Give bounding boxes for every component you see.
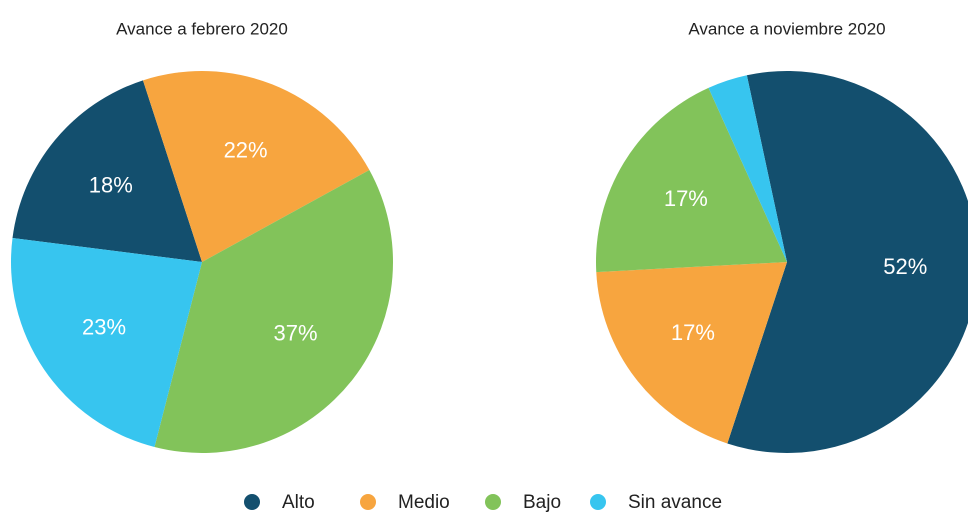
slice-label: 52% — [883, 254, 927, 279]
slice-label: 17% — [671, 320, 715, 345]
slice-label: 23% — [82, 314, 126, 339]
pie-slice — [142, 70, 370, 262]
pie-slice — [727, 71, 968, 453]
slice-label: 22% — [224, 138, 268, 163]
legend-label: Sin avance — [628, 492, 722, 513]
pie-slice — [596, 87, 787, 273]
legend-marker — [485, 494, 501, 510]
pie-slice — [10, 238, 203, 447]
legend-label: Bajo — [523, 492, 561, 513]
slice-label: 37% — [274, 320, 318, 345]
legend-marker — [360, 494, 376, 510]
pie-slice — [154, 169, 394, 454]
slice-label: 18% — [89, 172, 133, 197]
pie-slice — [708, 75, 787, 262]
pie-slice — [12, 80, 203, 262]
legend-marker — [590, 494, 606, 510]
chart-title: Avance a noviembre 2020 — [688, 19, 885, 38]
legend-label: Medio — [398, 492, 450, 513]
legend-marker — [244, 494, 260, 510]
chart-title: Avance a febrero 2020 — [116, 19, 288, 38]
pie-slice — [596, 262, 787, 444]
slice-label: 17% — [664, 186, 708, 211]
legend-label: Alto — [282, 492, 315, 513]
